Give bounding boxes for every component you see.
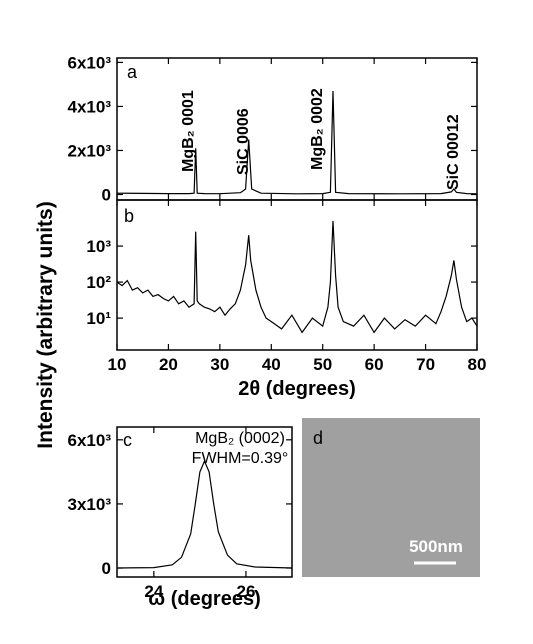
x-axis-label: 2θ (degrees) [238,378,356,400]
annotation: MgB₂ (0002) [195,430,285,447]
x-tick-label: 50 [313,355,332,374]
y-tick-label: 3x10³ [68,495,112,514]
plot-frame [116,199,478,351]
data-line [116,459,293,569]
y-tick-label: 4x10³ [68,97,112,116]
y-tick-label: 0 [102,185,111,204]
x-tick-label: 80 [468,355,487,374]
x-tick-label: 70 [416,355,435,374]
y-axis-label: Intensity (arbitrary units) [34,201,57,448]
scale-bar-label: 500nm [409,537,463,556]
data-line [116,90,478,195]
y-tick-label: 10¹ [86,309,111,328]
x-tick-label: 30 [210,355,229,374]
x-tick-label: 24 [144,582,163,601]
x-tick-label: 60 [365,355,384,374]
peak-label: MgB₂ 0002 [309,88,326,170]
x-tick-label: 40 [262,355,281,374]
x-tick-label: 26 [236,582,255,601]
panel-label: b [124,206,134,226]
data-line [116,220,478,334]
x-tick-label: 20 [159,355,178,374]
annotation: FWHM=0.39° [192,450,289,467]
x-tick-label: 10 [108,355,127,374]
y-tick-label: 6x10³ [68,431,112,450]
panel-label: c [123,430,132,450]
y-tick-label: 10³ [86,237,111,256]
y-tick-label: 0 [102,559,111,578]
y-tick-label: 2x10³ [68,141,112,160]
y-tick-label: 6x10³ [68,53,112,72]
peak-label: MgB₂ 0001 [180,90,197,172]
panel-label: d [313,428,323,448]
peak-label: SiC 00012 [445,114,462,190]
panel-label: a [127,62,138,82]
plot-frame [116,426,293,578]
plot-frame [116,57,478,201]
sem-image [302,418,480,577]
x-axis-label: ω (degrees) [148,588,260,610]
peak-label: SiC 0006 [235,108,252,175]
y-tick-label: 10² [86,273,111,292]
